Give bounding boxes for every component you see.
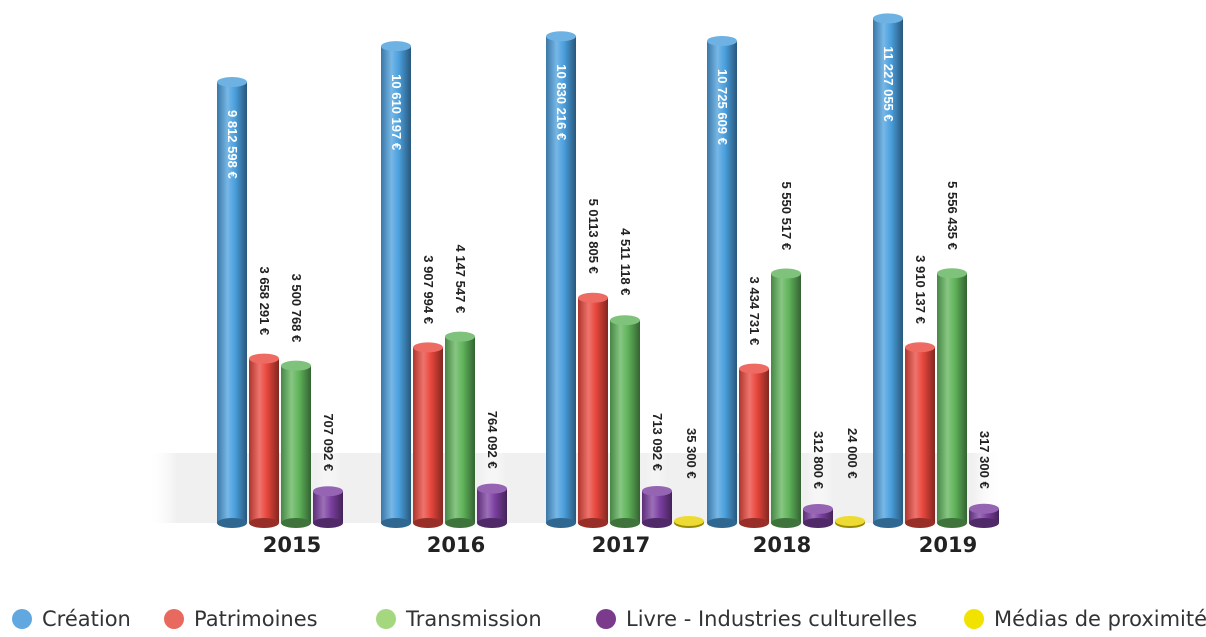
- value-label-medias-2018: 24 000 €: [845, 428, 860, 479]
- value-label-livre-2018: 312 800 €: [811, 431, 826, 489]
- legend-dot-medias: [964, 609, 984, 629]
- value-label-patrimoines-2018: 3 434 731 €: [747, 277, 762, 346]
- value-label-creation-2019: 11 227 055 €: [881, 46, 896, 121]
- bar-creation-2018: [707, 35, 737, 528]
- value-label-transmission-2015: 3 500 768 €: [289, 274, 304, 343]
- value-label-patrimoines-2016: 3 907 994 €: [421, 255, 436, 324]
- chart-legend: Création Patrimoines Transmission Livre …: [0, 604, 1206, 634]
- year-label-2018: 2018: [753, 533, 811, 557]
- value-label-patrimoines-2017: 5 0113 805 €: [586, 199, 601, 274]
- legend-dot-patrimoines: [164, 609, 184, 629]
- bar-patrimoines-2018: [739, 363, 769, 528]
- bar-livre-2018: [803, 503, 833, 528]
- bar-livre-2017: [642, 485, 672, 528]
- year-label-2017: 2017: [592, 533, 650, 557]
- bar-transmission-2017: [610, 315, 640, 528]
- bar-livre-2015: [313, 486, 343, 528]
- bar-creation-2019: [873, 13, 903, 528]
- bar-transmission-2016: [445, 331, 475, 528]
- legend-label-medias: Médias de proximité: [994, 607, 1206, 631]
- bar-patrimoines-2019: [905, 342, 935, 528]
- legend-item-livre: Livre - Industries culturelles: [596, 604, 917, 634]
- legend-label-transmission: Transmission: [406, 607, 542, 631]
- bar-creation-2016: [381, 41, 411, 528]
- bar-transmission-2015: [281, 360, 311, 528]
- legend-dot-transmission: [376, 609, 396, 629]
- value-label-medias-2017: 35 300 €: [684, 428, 699, 479]
- legend-item-patrimoines: Patrimoines: [164, 604, 318, 634]
- year-label-2016: 2016: [427, 533, 485, 557]
- value-label-creation-2017: 10 830 216 €: [554, 64, 569, 140]
- legend-item-medias: Médias de proximité: [964, 604, 1206, 634]
- value-label-creation-2018: 10 725 609 €: [715, 69, 730, 145]
- value-label-livre-2017: 713 092 €: [650, 413, 665, 471]
- value-label-patrimoines-2015: 3 658 291 €: [257, 266, 272, 335]
- bar-patrimoines-2017: [578, 292, 608, 528]
- bar-patrimoines-2016: [413, 342, 443, 528]
- value-label-creation-2016: 10 610 197 €: [389, 74, 404, 150]
- legend-label-livre: Livre - Industries culturelles: [626, 607, 918, 631]
- bar-transmission-2019: [937, 268, 967, 528]
- value-label-transmission-2018: 5 550 517 €: [779, 181, 794, 250]
- value-label-transmission-2016: 4 147 547 €: [453, 245, 468, 314]
- bar-creation-2017: [546, 31, 576, 528]
- bar-medias-2017: [674, 516, 704, 528]
- value-label-creation-2015: 9 812 598 €: [225, 110, 240, 179]
- legend-dot-creation: [12, 609, 32, 629]
- legend-label-patrimoines: Patrimoines: [194, 607, 318, 631]
- value-label-livre-2016: 764 092 €: [485, 411, 500, 469]
- value-label-livre-2019: 317 300 €: [977, 431, 992, 489]
- bar-transmission-2018: [771, 268, 801, 528]
- legend-label-creation: Création: [42, 607, 131, 631]
- legend-item-creation: Création: [12, 604, 131, 634]
- bar-livre-2016: [477, 483, 507, 528]
- bar-livre-2019: [969, 503, 999, 528]
- year-label-2015: 2015: [263, 533, 321, 557]
- value-label-transmission-2019: 5 556 435 €: [945, 181, 960, 250]
- bar-medias-2018: [835, 516, 865, 528]
- value-label-transmission-2017: 4 511 118 €: [618, 228, 633, 295]
- bar-creation-2015: [217, 77, 247, 528]
- value-label-patrimoines-2019: 3 910 137 €: [913, 255, 928, 324]
- legend-item-transmission: Transmission: [376, 604, 542, 634]
- legend-dot-livre: [596, 609, 616, 629]
- bar-patrimoines-2015: [249, 353, 279, 528]
- year-label-2019: 2019: [919, 533, 977, 557]
- value-label-livre-2015: 707 092 €: [321, 413, 336, 471]
